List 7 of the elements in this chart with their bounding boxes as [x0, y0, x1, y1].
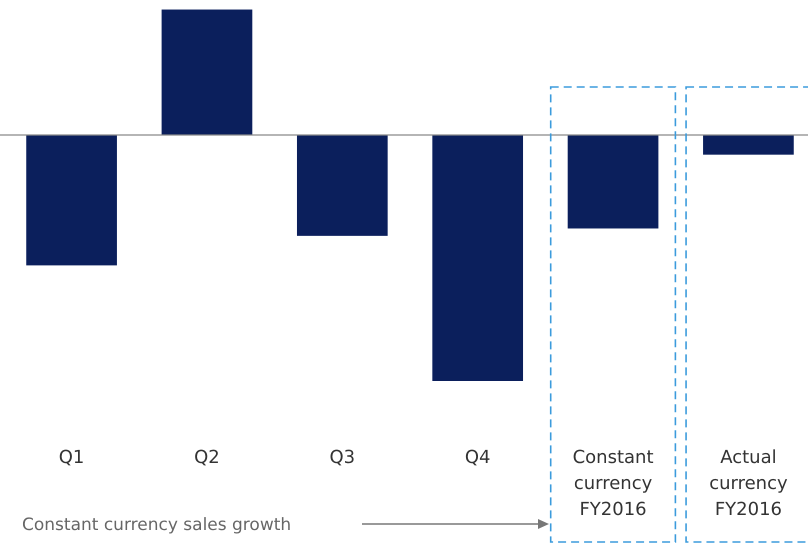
x-tick-label: Q3: [330, 447, 356, 468]
x-tick-label: Q4: [464, 447, 490, 468]
x-tick-label: Q1: [58, 447, 84, 468]
x-tick-label: Q2: [194, 447, 220, 468]
x-tick-label: Constant currency FY2016: [572, 447, 654, 520]
x-tick-label: Actual currency FY2016: [709, 447, 788, 520]
text: Constant currency sales growth: [22, 515, 292, 535]
